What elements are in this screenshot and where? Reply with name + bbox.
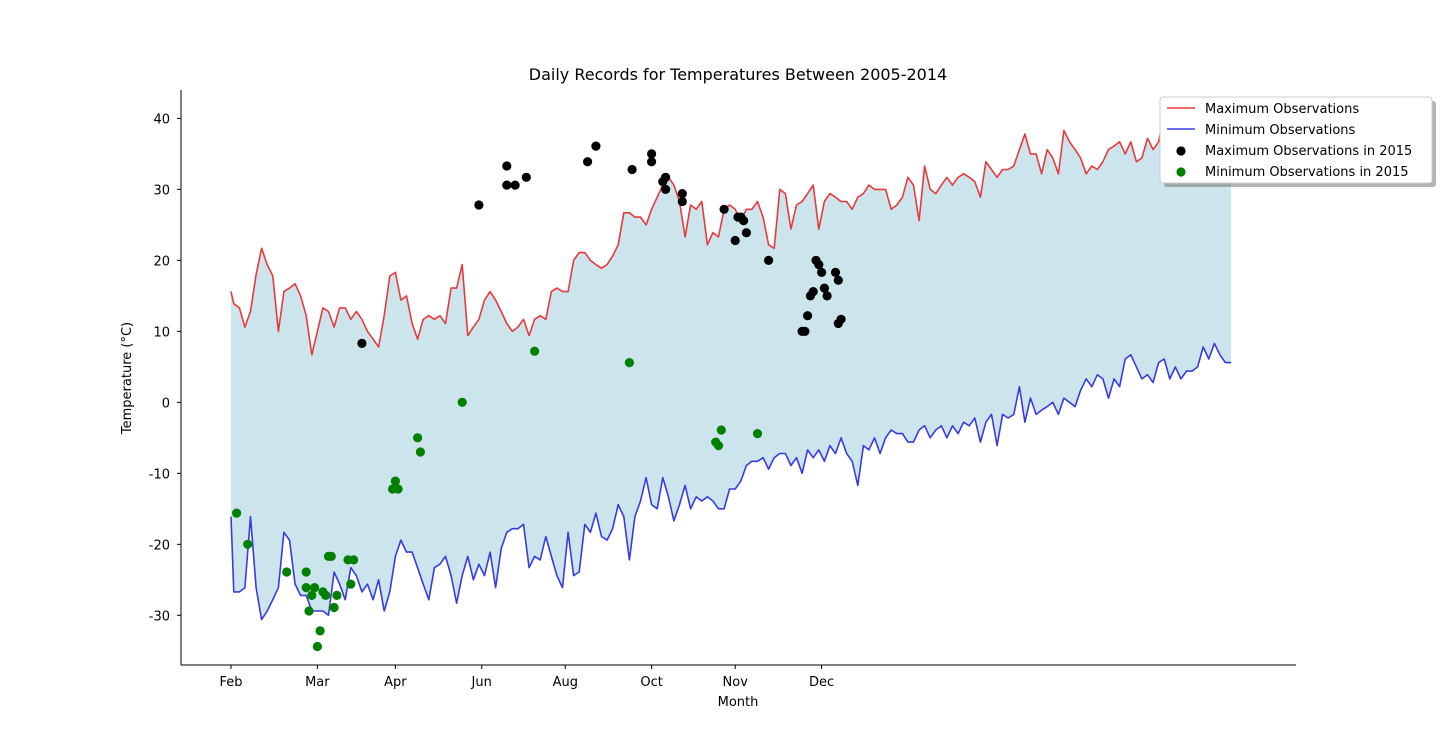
max-2015-point [830,267,841,277]
max-2015-point [730,235,740,246]
legend-point-swatch [1176,167,1186,177]
max-2015-point [822,291,832,301]
max-2015-point [591,141,601,151]
min-2015-point [752,429,763,439]
x-tick-label: Apr [384,675,407,690]
max-2015-point [814,260,824,270]
legend-label: Maximum Observations in 2015 [1205,144,1412,159]
max-2015-point [627,164,637,175]
min-2015-point [301,583,311,593]
min-2015-point [716,425,726,435]
min-2015-point [349,555,359,565]
max-2015-point [808,287,818,297]
max-2015-point [836,314,846,324]
legend-label: Minimum Observations in 2015 [1205,165,1409,180]
min-observations-line [230,342,1232,621]
x-tick-label: Feb [219,675,242,690]
min-2015-point [390,476,400,486]
x-tick-label: Dec [809,675,834,690]
range-band [231,114,1232,620]
legend-point-swatch [1176,146,1186,156]
x-axis: Feb Mar Apr Jun Aug Oct Nov Dec [219,665,834,690]
max-2015-point [764,255,774,265]
max-2015-point [677,189,687,199]
max-2015-point [647,157,657,167]
min-2015-point [329,602,339,613]
min-2015-point [282,567,292,577]
y-tick-label: 20 [153,254,170,269]
legend-box [1159,96,1433,184]
x-tick-label: Mar [305,675,330,690]
min-2015-point [326,551,336,562]
max-2015-point [357,338,367,348]
min-2015-point [304,606,314,616]
min-2015-point [301,567,311,577]
max-2015-point [739,216,749,226]
max-observations-line [230,113,1232,356]
y-axis: -30 -20 -10 0 10 20 30 40 [149,112,181,624]
y-tick-label: 40 [153,112,170,127]
max-2015-point [647,149,657,159]
min-2015-point [713,441,724,451]
max-2015-point [741,228,752,238]
min-2015-point [415,447,425,457]
max-2015-point [819,283,830,293]
y-tick-label: -10 [149,467,170,482]
min-2015-point [243,539,253,549]
min-2015-point [321,590,331,601]
chart-title: Daily Records for Temperatures Between 2… [529,65,947,84]
max-2015-point [502,180,512,190]
max-2015-point [817,267,827,277]
min-2015-point [530,346,540,356]
max-2015-point [800,326,810,336]
max-2015-point [803,311,813,321]
min-2015-point [413,433,423,443]
y-tick-label: 30 [153,183,170,198]
min-2015-point [393,484,403,494]
x-tick-label: Aug [553,675,578,690]
min-2015-point [315,626,325,636]
x-tick-label: Jun [471,675,492,690]
legend-label: Minimum Observations [1205,123,1356,138]
x-tick-label: Oct [640,675,662,690]
max-2015-point [510,180,520,190]
min-2015-point [346,579,356,589]
min-2015-point [312,641,322,652]
min-2015-point [457,397,467,407]
y-tick-label: 0 [162,396,170,411]
max-2015-point [677,196,687,207]
y-tick-label: -30 [149,609,170,624]
min-2015-point [624,358,635,368]
y-tick-label: -20 [149,538,170,553]
max-2015-point [719,204,729,214]
y-tick-label: 10 [153,325,170,340]
y-axis-label: Temperature (°C) [120,322,135,435]
max-2015-point [583,157,593,167]
x-tick-label: Nov [723,675,749,690]
max-2015-point [521,172,531,182]
legend-label: Maximum Observations [1205,102,1359,117]
min-2015-point [332,590,342,601]
x-axis-label: Month [718,695,759,710]
max-2015-point [474,200,484,210]
max-2015-point [502,161,512,171]
legend: Maximum Observations Minimum Observations… [1159,96,1436,187]
max-2015-point [661,172,671,182]
min-2015-point [307,590,317,601]
plot-area [230,113,1232,652]
min-2015-point [232,508,242,518]
max-2015-point [661,184,671,194]
max-2015-point [833,275,843,285]
min-2015-point [310,583,320,593]
